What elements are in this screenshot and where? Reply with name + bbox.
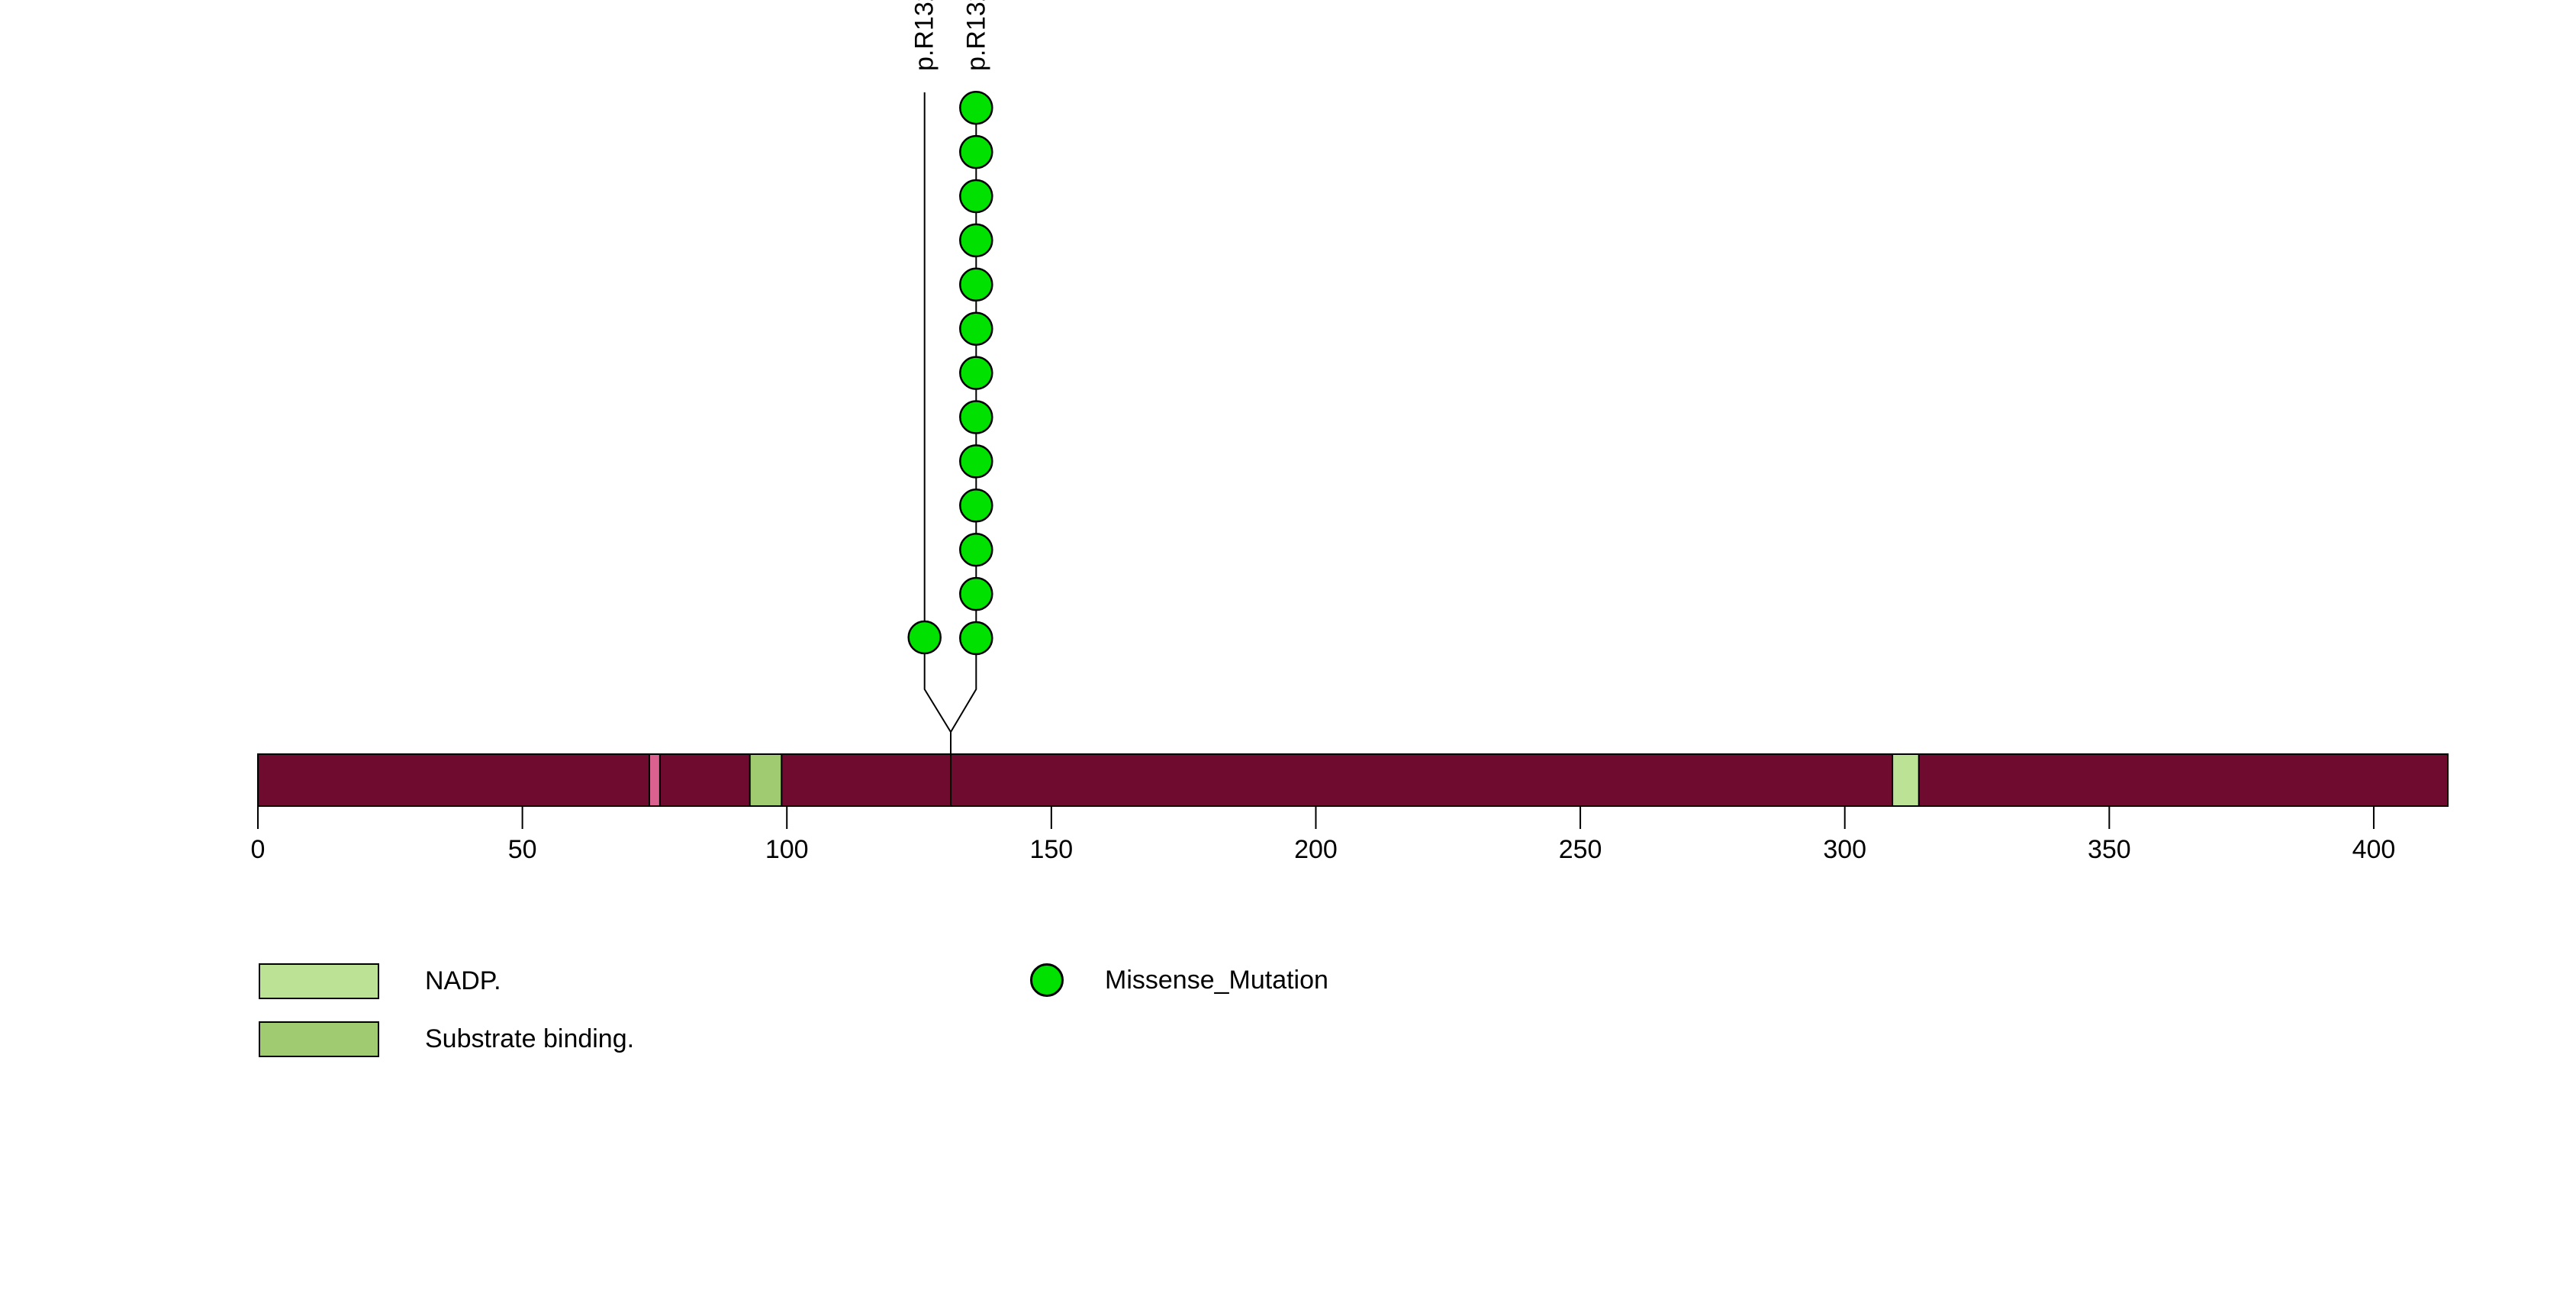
legend-swatch-substrate-binding — [259, 1021, 379, 1057]
mutation-circle-1-7 — [959, 311, 993, 346]
domain-band-substrate-binding-1 — [749, 753, 783, 807]
axis-tick-label-100: 100 — [765, 835, 809, 864]
axis-tick-label-350: 350 — [2088, 835, 2131, 864]
axis-tick-label-50: 50 — [508, 835, 537, 864]
mutation-circle-0-0 — [907, 620, 942, 655]
mutation-circle-1-9 — [959, 223, 993, 258]
mutation-circle-1-8 — [959, 267, 993, 302]
axis-tick-label-150: 150 — [1029, 835, 1073, 864]
legend-label-missense-mutation: Missense_Mutation — [1105, 965, 1328, 995]
axis-tick-label-200: 200 — [1294, 835, 1338, 864]
axis-tick-label-0: 0 — [251, 835, 266, 864]
mutation-circle-1-10 — [959, 179, 993, 214]
mutation-circle-1-6 — [959, 356, 993, 390]
axis-tick-label-300: 300 — [1823, 835, 1866, 864]
mutation-circle-1-1 — [959, 576, 993, 611]
domain-band-nadp-2 — [1892, 753, 1920, 807]
legend-missense-dot — [1030, 963, 1064, 997]
mutation-circle-1-4 — [959, 444, 993, 479]
mutation-circle-1-3 — [959, 489, 993, 523]
mutation-circle-1-12 — [959, 90, 993, 125]
mutation-label-1: p.R132 — [961, 0, 990, 71]
domain-band-unlabeled-0 — [648, 753, 661, 807]
mutation-label-0: p.R132 — [910, 0, 939, 71]
mutation-circle-1-5 — [959, 400, 993, 434]
mutation-circle-1-0 — [959, 621, 993, 656]
legend-swatch-nadp — [259, 963, 379, 999]
axis-tick-label-400: 400 — [2352, 835, 2396, 864]
axis-tick-label-250: 250 — [1559, 835, 1602, 864]
mutation-circle-1-11 — [959, 134, 993, 169]
mutation-circle-1-2 — [959, 532, 993, 567]
lollipop-stem-0 — [923, 92, 952, 806]
protein-bar — [257, 753, 2449, 807]
legend-label-nadp: NADP. — [425, 966, 501, 995]
legend-label-substrate-binding: Substrate binding. — [425, 1024, 635, 1053]
lollipop-stem-1 — [950, 92, 977, 806]
